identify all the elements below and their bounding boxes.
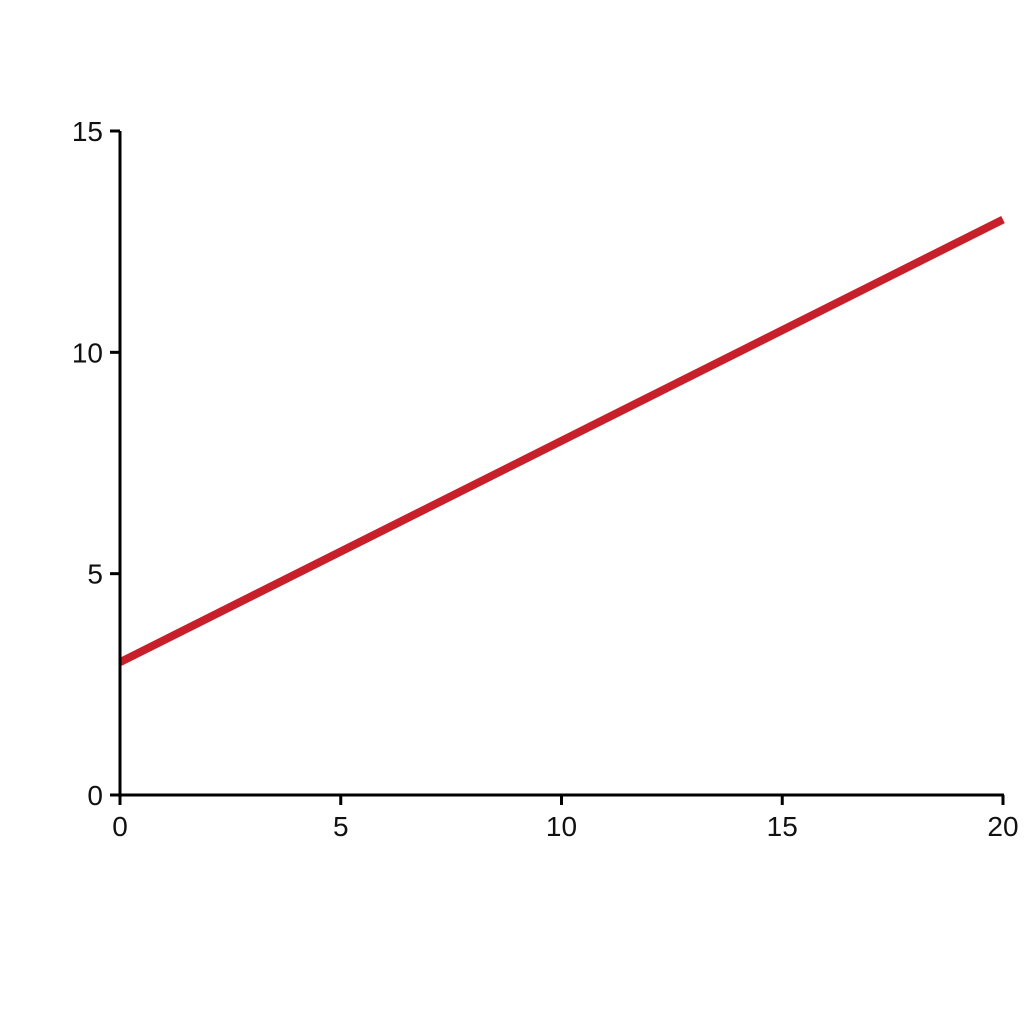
x-tick-label: 20 [987, 811, 1018, 842]
series-line [118, 215, 1005, 666]
y-tick-label: 5 [87, 559, 103, 590]
y-tick-label: 10 [72, 337, 103, 368]
x-tick-label: 10 [546, 811, 577, 842]
y-tick-label: 0 [87, 780, 103, 811]
x-tick-label: 5 [333, 811, 349, 842]
x-tick-label: 0 [112, 811, 128, 842]
x-tick-label: 15 [767, 811, 798, 842]
y-tick-label: 15 [72, 116, 103, 147]
